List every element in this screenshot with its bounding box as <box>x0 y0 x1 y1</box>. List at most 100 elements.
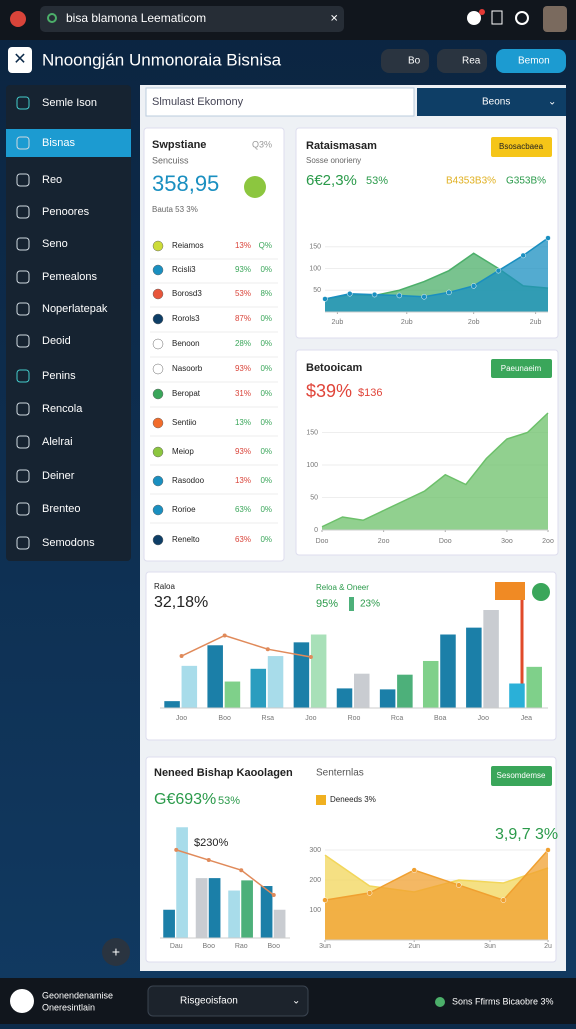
big-value: 358,95 <box>152 171 219 196</box>
stat: G353B% <box>506 176 546 187</box>
stat: 6€2,3% <box>306 172 357 189</box>
row-value: 8% <box>260 289 272 298</box>
sidebar-active <box>6 129 131 157</box>
point <box>495 267 502 274</box>
point <box>366 890 373 896</box>
x-tick-label: 2ub <box>530 319 542 326</box>
legend-swatch <box>316 795 326 805</box>
header-button[interactable] <box>437 49 487 73</box>
row-value: 0% <box>260 314 272 323</box>
x-tick-label: 2ub <box>401 319 413 326</box>
chart-subtitle: Sosse onorieny <box>306 156 361 165</box>
x-tick-label: Rao <box>235 943 248 950</box>
footer-select-text: Risgeoisfaon <box>180 996 238 1007</box>
x-tick-label: 3oo <box>501 538 513 545</box>
toolbar-search[interactable] <box>145 87 415 117</box>
point <box>520 252 526 259</box>
sidebar <box>6 85 131 561</box>
clear-icon[interactable]: ✕ <box>330 14 338 25</box>
row-label: Rorioe <box>172 505 196 514</box>
header-button-label: Bo <box>408 56 421 67</box>
search-box[interactable] <box>40 6 344 32</box>
chart-button[interactable] <box>491 137 552 157</box>
area <box>322 413 548 530</box>
sidebar-item: Seno <box>42 238 68 250</box>
bar <box>466 627 482 708</box>
legend-swatch <box>349 597 354 611</box>
point <box>322 897 328 903</box>
sidebar-item: Deiner <box>42 470 75 482</box>
notification-icon[interactable] <box>467 11 481 25</box>
toolbar-button[interactable] <box>417 88 566 116</box>
row-icon <box>152 264 164 276</box>
bar <box>164 701 180 708</box>
bar <box>224 681 241 708</box>
point <box>500 897 507 903</box>
bar <box>195 878 208 938</box>
row-icon <box>152 388 164 400</box>
chart-button[interactable] <box>491 766 552 786</box>
summary-icon <box>244 176 266 198</box>
line <box>181 634 312 658</box>
row-label: Beropat <box>172 389 201 398</box>
stat: 53% <box>218 795 240 807</box>
x-tick-label: Boa <box>434 715 447 722</box>
stat: B4353B3% <box>446 176 496 187</box>
row-label: Sentiio <box>172 418 197 427</box>
device-icon[interactable] <box>491 10 503 25</box>
header-button[interactable] <box>496 49 566 73</box>
settings-icon[interactable] <box>515 11 529 25</box>
bar <box>379 689 396 708</box>
bar <box>273 909 286 938</box>
x-tick-label: Joo <box>176 715 187 722</box>
chart-title: Neneed Bishap Kaoolagen <box>154 767 293 779</box>
fab[interactable] <box>102 938 130 966</box>
row-label: Nasoorb <box>172 364 203 373</box>
point <box>396 292 403 299</box>
avatar[interactable] <box>543 6 567 32</box>
header-button[interactable] <box>381 49 429 73</box>
footer-select[interactable] <box>147 985 309 1017</box>
search-text: bisa blamona Leematicom <box>66 11 206 25</box>
bar <box>267 656 284 708</box>
chart-title: Betooicam <box>306 362 362 374</box>
point <box>347 290 353 297</box>
bar <box>176 827 188 938</box>
bar <box>509 683 525 708</box>
chart-button[interactable] <box>491 359 552 378</box>
y-tick-label: 150 <box>309 244 321 251</box>
chart-label: Raloa <box>154 582 175 591</box>
bar <box>228 890 240 938</box>
row-value: 13% <box>235 476 251 485</box>
fab-icon: + <box>112 944 120 960</box>
area <box>325 238 548 312</box>
app-icon[interactable] <box>10 11 26 27</box>
x-tick-label: 2ub <box>332 319 344 326</box>
legend-title: Reloa & Oneer <box>316 583 369 592</box>
point <box>456 882 462 888</box>
bar <box>397 674 413 708</box>
y-tick-label: 50 <box>313 287 321 294</box>
row-value: Q% <box>259 241 272 250</box>
x-tick-label: Boo <box>203 943 216 950</box>
bar <box>310 634 327 708</box>
x-tick-label: Boo <box>218 715 231 722</box>
row-icon <box>152 363 164 375</box>
bar <box>250 668 267 708</box>
row-value: 0% <box>260 505 272 514</box>
badge <box>479 9 485 15</box>
dropdown-icon: ⌄ <box>292 996 300 1007</box>
chart-button-label: Paeunaeim <box>501 364 542 373</box>
stat: $136 <box>358 387 382 399</box>
sidebar-icon <box>16 302 30 316</box>
row-label: Rcisli3 <box>172 265 196 274</box>
chart-title: Rataismasam <box>306 140 377 152</box>
sidebar-icon <box>16 469 30 483</box>
chart-title: 32,18% <box>154 594 208 611</box>
marker-flag <box>495 582 525 600</box>
row-value: 63% <box>235 505 251 514</box>
y-tick-label: 200 <box>309 877 321 884</box>
sidebar-item: Rencola <box>42 403 83 415</box>
row-value: 0% <box>260 339 272 348</box>
